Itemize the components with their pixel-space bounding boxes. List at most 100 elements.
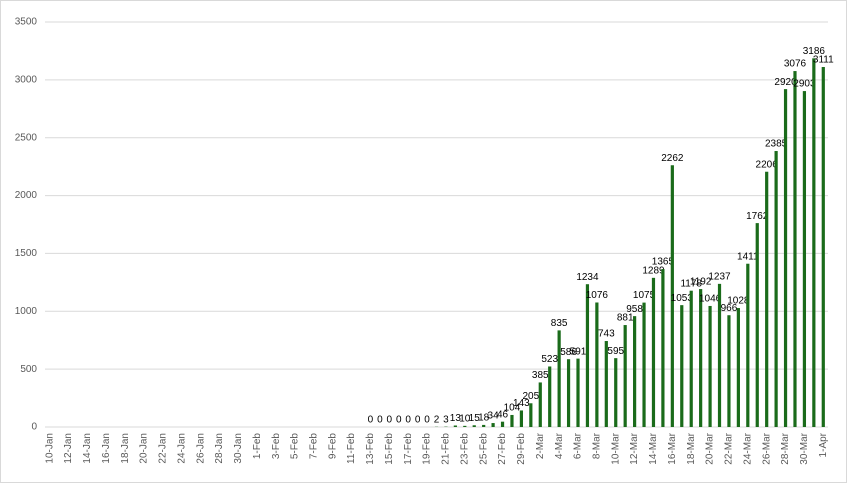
x-tick-label: 16-Mar: [667, 432, 678, 464]
x-tick-label: 20-Jan: [139, 433, 150, 464]
data-label: 0: [424, 415, 430, 426]
x-tick-label: 24-Jan: [176, 433, 187, 464]
data-label: 523: [541, 354, 558, 365]
data-label: 15: [469, 413, 481, 424]
bar: [576, 358, 580, 427]
x-tick-label: 30-Jan: [233, 433, 244, 464]
data-label: 595: [607, 346, 624, 357]
data-label: 1178: [680, 278, 702, 289]
data-label: 10: [459, 413, 471, 424]
bar: [774, 151, 778, 427]
data-label: 1075: [633, 290, 656, 301]
bar: [680, 305, 684, 427]
bar: [623, 325, 627, 427]
data-label: 0: [387, 415, 393, 426]
x-tick-label: 1-Apr: [818, 432, 829, 457]
bar: [633, 316, 637, 427]
bar: [453, 425, 457, 427]
data-label: 143: [513, 398, 530, 409]
data-label: 1046: [699, 294, 722, 305]
data-label: 0: [368, 415, 374, 426]
bar: [699, 289, 703, 427]
data-label: 1762: [746, 211, 769, 222]
data-label: 104: [504, 403, 521, 414]
bar: [736, 308, 740, 427]
x-tick-label: 22-Mar: [724, 432, 735, 464]
data-label: 2385: [765, 139, 788, 150]
x-tick-label: 1-Feb: [252, 433, 263, 460]
bar: [538, 382, 542, 427]
bar: [661, 269, 665, 427]
bar: [595, 302, 599, 427]
x-tick-label: 24-Mar: [742, 432, 753, 464]
data-label: 1192: [690, 277, 712, 288]
x-tick-label: 9-Feb: [327, 433, 338, 460]
y-tick-label: 0: [31, 422, 37, 433]
x-tick-label: 5-Feb: [290, 433, 301, 460]
data-label: 13: [450, 413, 462, 424]
x-tick-label: 27-Feb: [497, 433, 508, 465]
x-tick-label: 10-Mar: [610, 432, 621, 464]
bar: [651, 277, 656, 427]
data-label: 0: [415, 415, 421, 426]
bar: [463, 425, 467, 427]
x-tick-label: 26-Mar: [761, 432, 772, 464]
x-tick-label: 14-Jan: [82, 433, 93, 464]
bar: [727, 315, 731, 427]
data-label: 205: [522, 391, 539, 402]
data-label: 1365: [652, 257, 675, 268]
bar: [746, 263, 750, 427]
x-tick-label: 21-Feb: [441, 433, 452, 465]
x-tick-label: 20-Mar: [705, 432, 716, 464]
bar: [812, 58, 816, 427]
x-tick-label: 6-Mar: [573, 432, 584, 459]
data-label: 958: [626, 304, 643, 315]
bar: [670, 165, 674, 428]
x-tick-label: 3-Feb: [271, 433, 282, 460]
bar: [585, 284, 590, 427]
bar: [510, 414, 514, 427]
data-label: 3111: [813, 55, 834, 66]
bar: [557, 330, 561, 427]
y-tick-label: 3500: [15, 17, 38, 28]
bar: [821, 67, 825, 428]
x-tick-label: 19-Feb: [422, 433, 433, 465]
x-tick-label: 8-Mar: [592, 432, 603, 459]
data-label: 1237: [708, 272, 731, 283]
x-tick-label: 7-Feb: [309, 433, 320, 460]
data-label: 0: [405, 415, 411, 426]
x-tick-label: 17-Feb: [403, 433, 414, 465]
x-tick-label: 12-Mar: [629, 432, 640, 464]
data-label: 18: [478, 413, 490, 424]
data-label: 2262: [661, 153, 684, 164]
x-tick-label: 14-Mar: [648, 432, 659, 464]
x-tick-label: 2-Mar: [535, 432, 546, 459]
data-label: 1411: [737, 251, 759, 262]
data-label: 2920: [774, 77, 797, 88]
bar: [802, 91, 807, 428]
data-label: 591: [570, 346, 587, 357]
bar: [689, 290, 693, 427]
bar: [755, 223, 759, 427]
y-tick-label: 1500: [15, 248, 38, 259]
bar: [793, 71, 797, 427]
x-tick-label: 30-Mar: [799, 432, 810, 464]
data-label: 2: [434, 414, 440, 425]
x-tick-label: 22-Jan: [158, 433, 169, 464]
bar: [783, 89, 788, 427]
x-tick-label: 18-Jan: [120, 433, 131, 464]
bar: [519, 410, 524, 427]
x-tick-label: 11-Feb: [346, 433, 357, 464]
bar: [529, 403, 533, 427]
data-label: 1234: [576, 272, 599, 283]
x-tick-label: 16-Jan: [101, 433, 112, 464]
y-tick-label: 3000: [15, 74, 38, 85]
data-label: 46: [497, 409, 509, 420]
bar: [604, 341, 608, 427]
data-label: 0: [377, 415, 383, 426]
bar: [548, 366, 552, 427]
y-tick-label: 2500: [15, 132, 38, 143]
data-label: 2206: [756, 159, 779, 170]
